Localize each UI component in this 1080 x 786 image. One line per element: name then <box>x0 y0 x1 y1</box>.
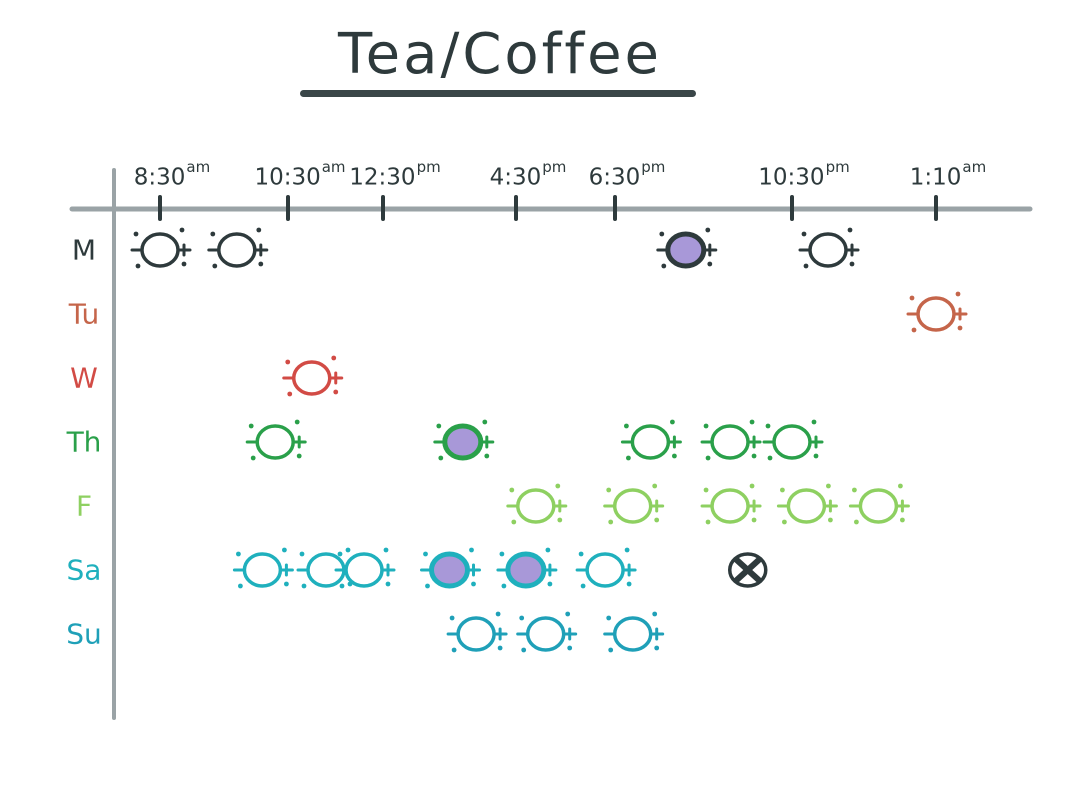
x-tick-label: 10:30am <box>254 158 345 191</box>
point-body <box>525 616 566 652</box>
x-tick-suffix: pm <box>825 158 850 176</box>
x-tick-suffix: pm <box>641 158 666 176</box>
x-tick-time: 10:30 <box>254 164 321 191</box>
point-body <box>344 552 384 588</box>
point-body <box>612 488 653 524</box>
x-tick-label: 6:30pm <box>588 158 666 191</box>
x-tick-time: 8:30 <box>133 164 186 191</box>
point-body <box>505 551 547 589</box>
point-marker <box>207 227 269 269</box>
point-marker <box>334 547 396 589</box>
point-marker <box>656 227 718 269</box>
point-body <box>516 488 556 524</box>
day-label: Tu <box>68 297 100 331</box>
point-marker <box>232 547 294 589</box>
point-marker <box>575 547 637 589</box>
point-marker <box>420 547 481 589</box>
point-body <box>772 424 812 460</box>
point-marker <box>245 419 307 461</box>
point-body <box>456 616 496 652</box>
point-marker <box>906 291 968 333</box>
point-marker <box>603 483 665 525</box>
x-tick-time: 1:10 <box>909 164 962 191</box>
point-body <box>630 424 671 460</box>
point-body <box>710 488 750 524</box>
point-body <box>612 616 653 652</box>
day-label: Th <box>66 425 102 459</box>
x-tick-label: 12:30pm <box>349 158 440 191</box>
point-marker <box>433 419 495 461</box>
point-body <box>710 424 750 460</box>
x-tick-suffix: pm <box>542 158 567 176</box>
point-marker <box>848 483 910 525</box>
point-body <box>916 296 956 332</box>
point-marker <box>620 419 682 461</box>
point-body <box>808 232 848 268</box>
point-body <box>217 232 257 268</box>
point-marker <box>603 611 665 653</box>
point-marker <box>776 483 838 525</box>
point-marker <box>496 547 558 589</box>
point-body <box>140 232 180 268</box>
point-body <box>255 424 295 460</box>
point-body <box>242 552 283 588</box>
x-tick-suffix: pm <box>416 158 441 176</box>
point-marker <box>700 483 762 525</box>
point-body <box>442 423 484 461</box>
day-label: F <box>75 489 93 523</box>
x-tick-suffix: am <box>186 158 211 176</box>
day-label: W <box>70 361 98 395</box>
point-marker <box>282 355 344 397</box>
point-marker <box>762 419 824 461</box>
point-marker <box>130 227 192 269</box>
x-tick-label: 1:10am <box>909 158 986 191</box>
point-marker <box>700 419 762 461</box>
point-body <box>292 360 332 396</box>
x-tick-time: 6:30 <box>588 164 641 191</box>
point-body <box>429 551 470 589</box>
x-tick-time: 12:30 <box>349 164 416 191</box>
point-marker <box>516 611 578 653</box>
point-body <box>665 231 707 269</box>
point-marker <box>506 483 568 525</box>
x-tick-time: 10:30 <box>758 164 825 191</box>
x-tick-label: 4:30pm <box>489 158 567 191</box>
day-label: Sa <box>66 553 102 587</box>
point-marker <box>798 227 860 269</box>
x-tick-label: 10:30pm <box>758 158 849 191</box>
point-marker <box>728 552 768 588</box>
x-tick-label: 8:30am <box>133 158 210 191</box>
point-body <box>585 552 625 588</box>
point-marker <box>446 611 508 653</box>
day-label: M <box>71 233 97 267</box>
x-tick-time: 4:30 <box>489 164 542 191</box>
x-tick-suffix: am <box>321 158 346 176</box>
point-body <box>858 488 899 524</box>
title-underline <box>300 90 696 97</box>
point-body <box>786 488 827 524</box>
day-label: Su <box>66 617 102 651</box>
x-tick-suffix: am <box>962 158 987 176</box>
chart-title: Tea/Coffee <box>337 22 663 87</box>
